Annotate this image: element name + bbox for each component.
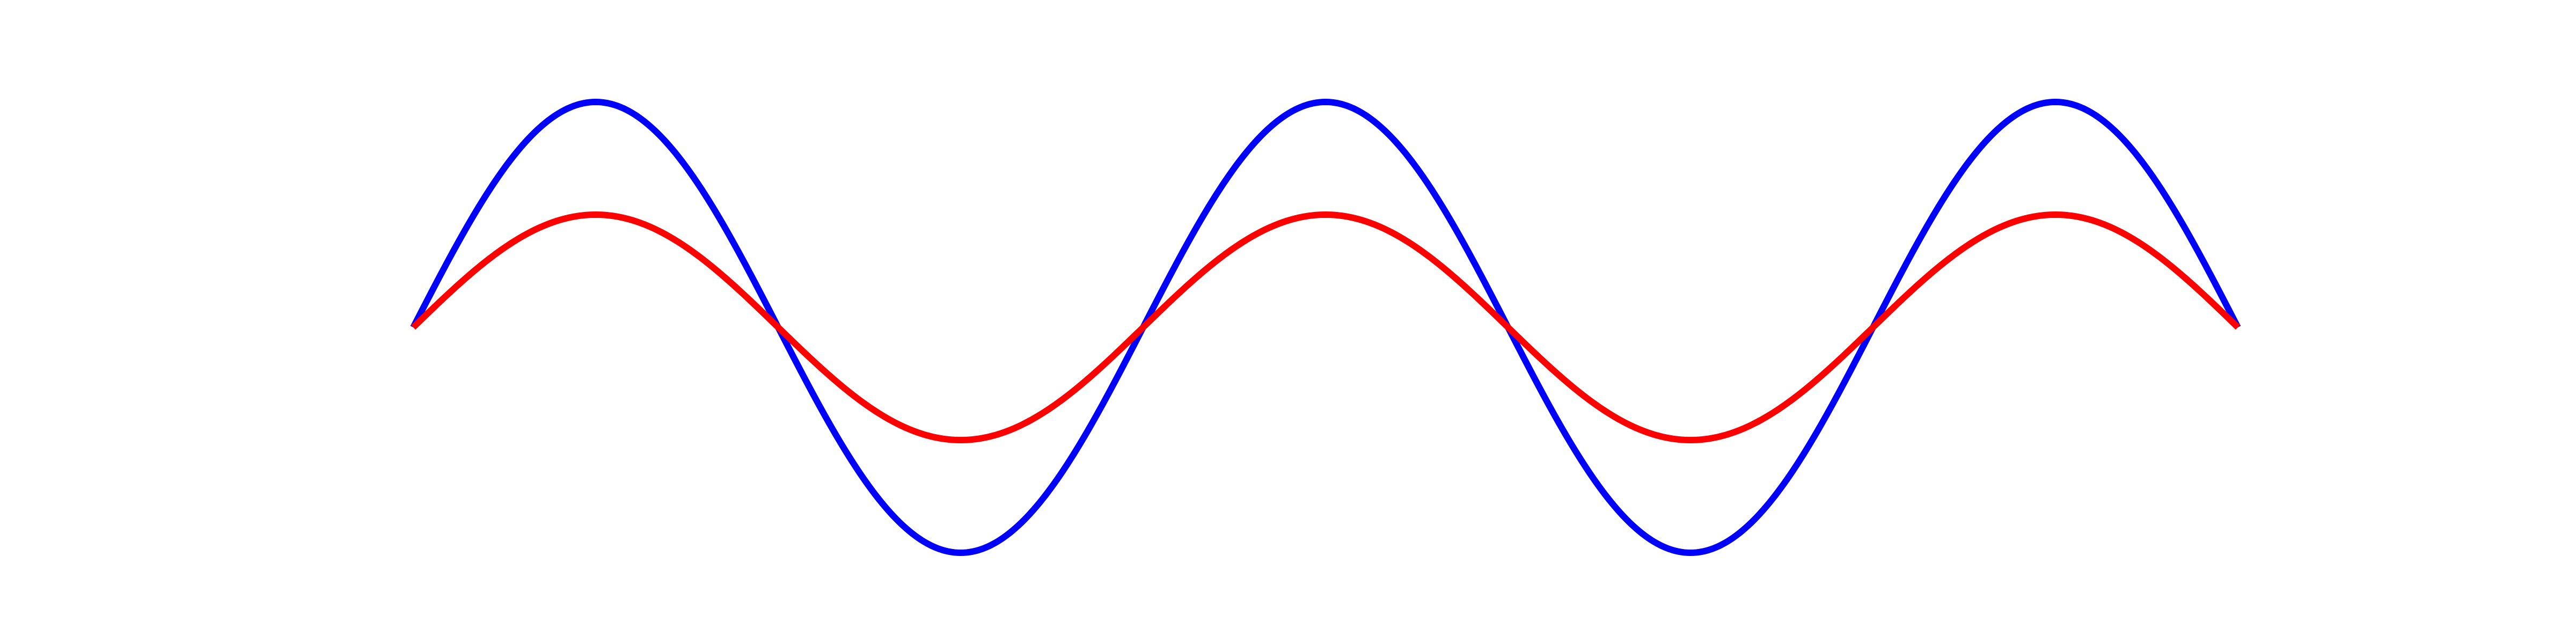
series-line-1: [413, 102, 2238, 553]
series-line-2: [413, 215, 2238, 440]
